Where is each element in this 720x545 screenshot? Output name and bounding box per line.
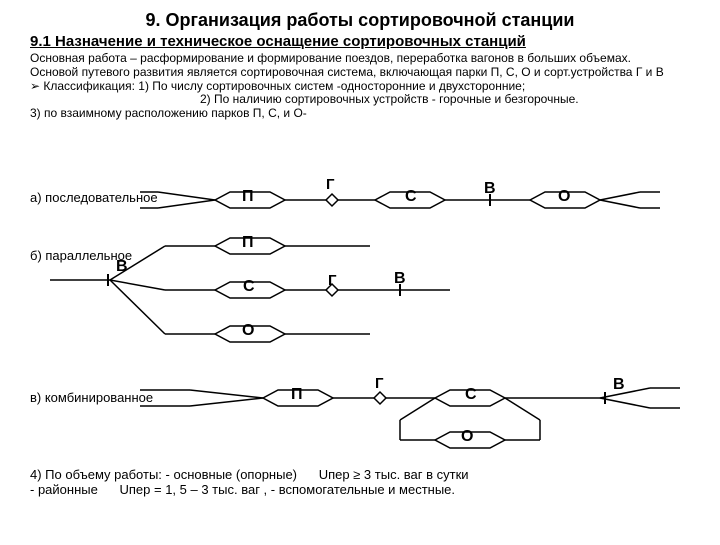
a-C-label: С xyxy=(405,188,417,206)
footer-text: 4) По объему работы: - основные (опорные… xyxy=(0,468,720,498)
diagram-canvas xyxy=(0,0,720,540)
b-C-label: С xyxy=(243,278,255,296)
b-G-label: Г xyxy=(328,272,337,289)
f2a: - районные xyxy=(30,482,98,497)
c-P-label: П xyxy=(291,386,303,404)
b-V2-label: В xyxy=(394,270,406,288)
c-G-label: Г xyxy=(375,375,384,392)
a-G-label: Г xyxy=(326,176,335,193)
b-O-label: О xyxy=(242,322,254,340)
a-P-label: П xyxy=(242,188,254,206)
a-V-label: В xyxy=(484,180,496,198)
f2b: Uпер = 1, 5 – 3 тыс. ваг , xyxy=(120,482,268,497)
b-V1-label: В xyxy=(116,258,128,276)
f1a: 4) По объему работы: - основные (опорные… xyxy=(30,467,297,482)
c-C-label: С xyxy=(465,386,477,404)
f2c: - вспомогательные и местные. xyxy=(271,482,455,497)
c-O-label: О xyxy=(461,428,473,446)
f1b: Uпер ≥ 3 тыс. ваг в сутки xyxy=(319,467,469,482)
a-O-label: О xyxy=(558,188,570,206)
b-P-label: П xyxy=(242,234,254,252)
c-V-label: В xyxy=(613,376,625,394)
